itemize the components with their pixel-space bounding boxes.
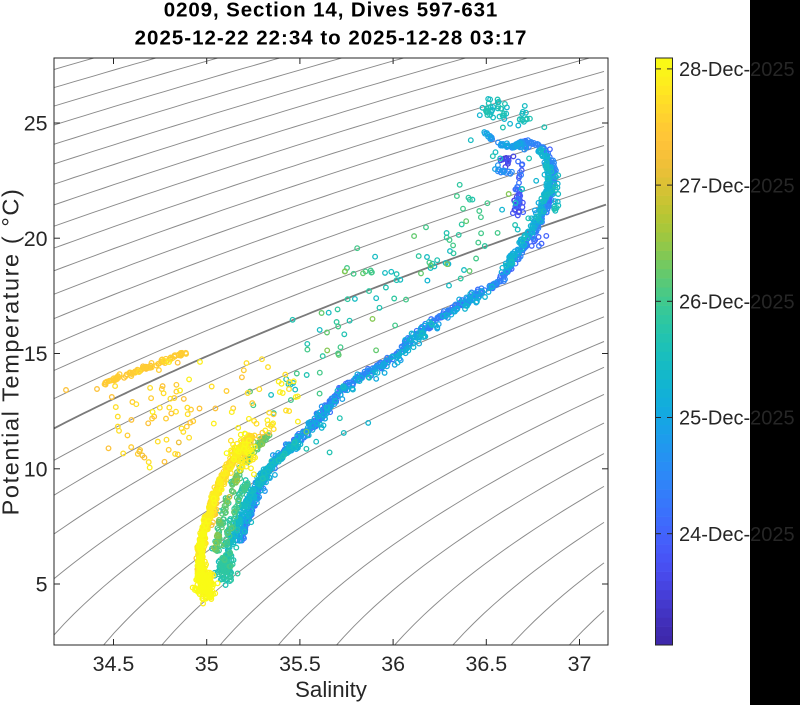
svg-text:24-Dec-2025: 24-Dec-2025 <box>679 524 795 546</box>
svg-text:28-Dec-2025: 28-Dec-2025 <box>679 59 795 81</box>
svg-text:20: 20 <box>24 227 48 251</box>
svg-text:25: 25 <box>24 112 48 136</box>
svg-text:Salinity: Salinity <box>295 677 368 702</box>
svg-text:5: 5 <box>36 573 48 597</box>
svg-text:37: 37 <box>568 652 592 676</box>
svg-text:Potential Temperature ( °C): Potential Temperature ( °C) <box>0 188 24 516</box>
svg-text:15: 15 <box>24 342 48 366</box>
svg-text:34.5: 34.5 <box>93 652 135 676</box>
svg-text:25-Dec-2025: 25-Dec-2025 <box>679 408 795 430</box>
svg-text:36: 36 <box>381 652 405 676</box>
svg-text:35.5: 35.5 <box>279 652 321 676</box>
svg-text:36.5: 36.5 <box>465 652 507 676</box>
svg-text:35: 35 <box>195 652 219 676</box>
svg-text:2025-12-22 22:34 to 2025-12-28: 2025-12-22 22:34 to 2025-12-28 03:17 <box>135 26 528 49</box>
svg-text:0209, Section 14, Dives 597-63: 0209, Section 14, Dives 597-631 <box>164 0 498 22</box>
svg-text:27-Dec-2025: 27-Dec-2025 <box>679 175 795 197</box>
svg-text:26-Dec-2025: 26-Dec-2025 <box>679 292 795 314</box>
svg-text:10: 10 <box>24 457 48 481</box>
